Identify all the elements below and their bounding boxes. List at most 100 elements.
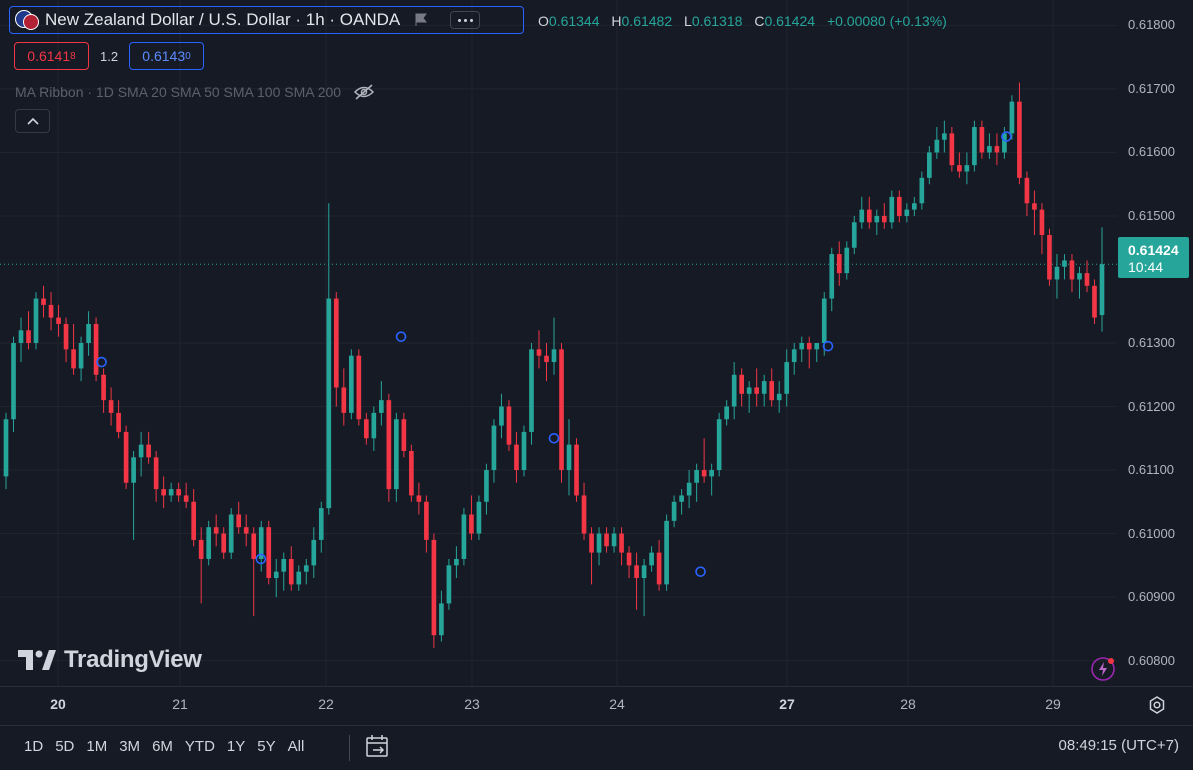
- logo-text: TradingView: [64, 646, 202, 673]
- candle-body: [709, 470, 714, 477]
- tradingview-logo[interactable]: TradingView: [18, 646, 202, 674]
- time-label: 27: [779, 696, 795, 712]
- candle-body: [1009, 101, 1015, 134]
- timezone-clock[interactable]: 08:49:15 (UTC+7): [1058, 737, 1179, 754]
- candle-body: [221, 533, 227, 553]
- range-button-all[interactable]: All: [287, 738, 305, 755]
- candle-body: [574, 444, 579, 496]
- indicator-legend[interactable]: MA Ribbon · 1D SMA 20 SMA 50 SMA 100 SMA…: [15, 84, 375, 100]
- candle-body: [679, 495, 684, 502]
- event-marker: [695, 566, 706, 577]
- candle-body: [806, 343, 812, 350]
- buy-price-button[interactable]: 0.6143 0: [129, 42, 204, 70]
- candle-body: [656, 552, 662, 585]
- time-axis[interactable]: 20 21 22 23 24 27 28 29: [0, 686, 1193, 725]
- candle-body: [288, 558, 294, 585]
- candle-body: [409, 450, 414, 496]
- candle-body: [416, 495, 422, 502]
- candle-body: [228, 514, 234, 553]
- candle-body: [596, 533, 602, 553]
- price-scale[interactable]: 0.61800 0.61700 0.61600 0.61500 0.61300 0.612…: [1117, 0, 1193, 686]
- settings-gear-icon[interactable]: [1147, 695, 1167, 715]
- chart-pane[interactable]: New Zealand Dollar / U.S. Dollar · 1h · …: [0, 0, 1117, 686]
- eye-hidden-icon[interactable]: [353, 84, 375, 100]
- candle-body: [394, 419, 399, 490]
- candle-body: [123, 431, 129, 483]
- candle-body: [26, 330, 31, 343]
- collapse-legend-button[interactable]: [15, 109, 50, 133]
- change-value: +0.00080 (+0.13%): [826, 13, 947, 29]
- candle-body: [1017, 101, 1022, 178]
- lightning-icon[interactable]: [1090, 656, 1116, 682]
- range-button-3m[interactable]: 3M: [119, 738, 141, 755]
- range-button-1d[interactable]: 1D: [24, 738, 44, 755]
- candle-body: [701, 470, 707, 477]
- candle-body: [33, 298, 39, 343]
- sell-price-button[interactable]: 0.6141 8: [14, 42, 89, 70]
- candle-body: [972, 127, 977, 166]
- range-button-5y[interactable]: 5Y: [257, 738, 276, 755]
- time-label: 22: [318, 696, 334, 712]
- range-button-1m[interactable]: 1M: [86, 738, 108, 755]
- candle-body: [859, 209, 865, 223]
- candle-body: [273, 571, 279, 579]
- candle-body: [1039, 209, 1045, 236]
- symbol-title[interactable]: New Zealand Dollar / U.S. Dollar · 1h · …: [45, 10, 401, 29]
- candle-body: [161, 489, 166, 496]
- candle-body: [896, 196, 902, 216]
- event-marker: [255, 553, 267, 565]
- candle-body: [821, 298, 827, 343]
- candle-body: [401, 419, 407, 451]
- price-label: 0.61600: [1128, 144, 1175, 160]
- candle-body: [56, 317, 61, 324]
- chevron-up-icon: [26, 117, 39, 125]
- candle-body: [183, 495, 189, 502]
- candle-body: [611, 533, 617, 547]
- price-label: 0.61000: [1128, 525, 1175, 541]
- candle-body: [776, 393, 782, 401]
- range-button-ytd[interactable]: YTD: [184, 738, 215, 755]
- open-value: 0.61344: [548, 13, 600, 29]
- candle-body: [18, 330, 24, 343]
- price-label: 0.60900: [1128, 589, 1175, 605]
- time-label: 28: [900, 696, 916, 712]
- candle-body: [386, 400, 392, 490]
- candle-body: [303, 565, 309, 572]
- candle-body: [131, 457, 136, 483]
- candle-body: [934, 139, 940, 153]
- candle-body: [964, 165, 970, 172]
- candle-body: [731, 374, 737, 407]
- date-range-buttons: 1D 5D 1M 3M 6M YTD 1Y 5Y All: [18, 737, 310, 757]
- candle-body: [529, 349, 534, 432]
- more-options-button[interactable]: [450, 11, 481, 29]
- candle-body: [93, 323, 99, 375]
- event-marker: [395, 331, 407, 342]
- time-label: 24: [609, 696, 625, 712]
- candle-body: [243, 527, 249, 534]
- flag-icon[interactable]: [414, 13, 428, 27]
- candle-body: [424, 501, 429, 540]
- price-label: 0.61200: [1128, 398, 1175, 414]
- candle-body: [874, 215, 880, 223]
- candle-body: [153, 457, 159, 490]
- candle-body: [454, 558, 459, 566]
- go-to-date-icon[interactable]: [364, 734, 392, 760]
- candle-body: [544, 355, 549, 363]
- high-value: 0.61482: [621, 13, 673, 29]
- candle-body: [851, 222, 857, 248]
- price-label: 0.61800: [1128, 17, 1175, 33]
- candle-body: [341, 387, 347, 413]
- close-value: 0.61424: [764, 13, 816, 29]
- candle-body: [11, 343, 16, 420]
- candle-body: [101, 374, 106, 401]
- candle-body: [942, 133, 947, 140]
- candle-body: [671, 501, 677, 521]
- open-label: O: [538, 13, 549, 29]
- candle-body: [949, 133, 955, 166]
- range-button-5d[interactable]: 5D: [55, 738, 75, 755]
- candle-body: [326, 298, 332, 509]
- candle-body: [446, 565, 452, 604]
- symbol-header[interactable]: New Zealand Dollar / U.S. Dollar · 1h · …: [9, 6, 524, 34]
- range-button-1y[interactable]: 1Y: [226, 738, 246, 755]
- range-button-6m[interactable]: 6M: [152, 738, 173, 755]
